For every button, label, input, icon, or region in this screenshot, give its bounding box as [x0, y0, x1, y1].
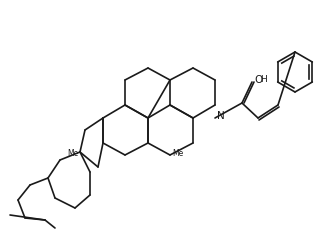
Text: Me: Me — [172, 149, 183, 159]
Text: Me: Me — [67, 148, 78, 158]
Text: H: H — [260, 75, 267, 85]
Text: O: O — [254, 75, 262, 85]
Text: N: N — [217, 111, 225, 121]
